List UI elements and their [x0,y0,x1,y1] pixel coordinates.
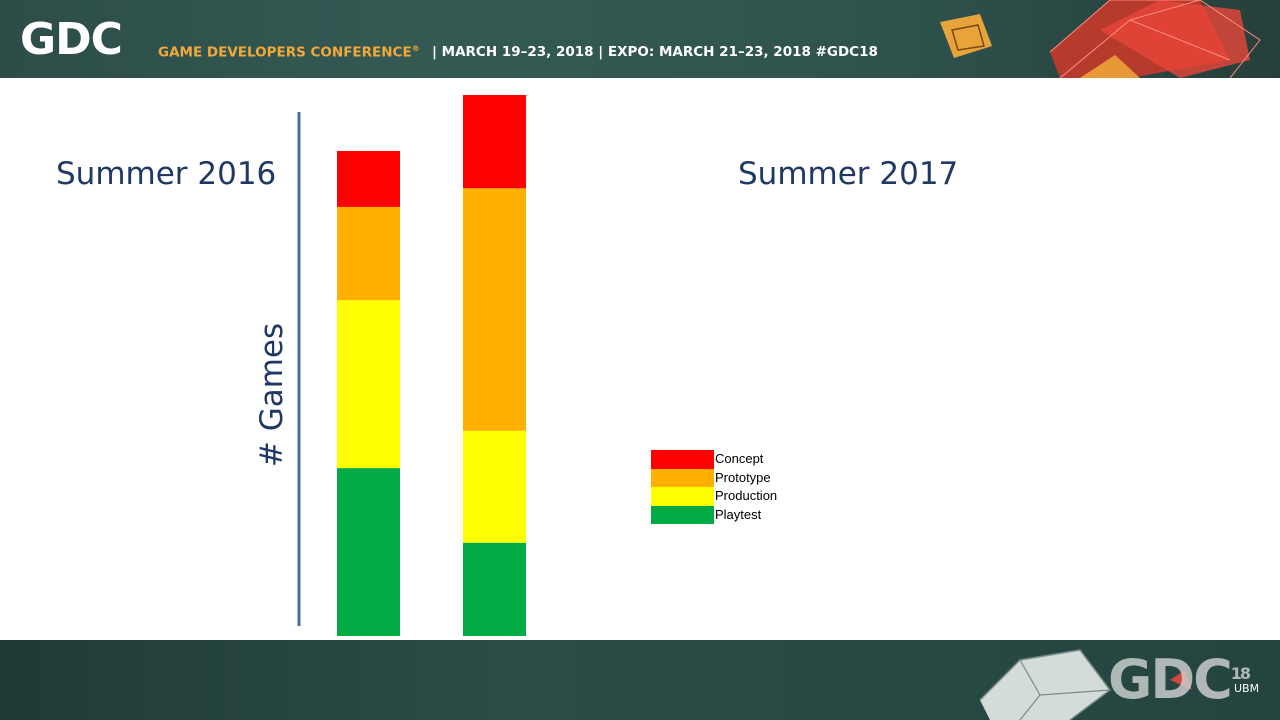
top-banner: GDC GAME DEVELOPERS CONFERENCE® | MARCH … [0,0,1280,78]
legend-item-production: Production [651,487,851,506]
geometric-decoration-bottom [979,649,1192,720]
legend-label-concept: Concept [715,451,764,466]
geometric-decoration [940,0,1261,78]
gdc-logo: GDC [20,14,123,65]
conference-dates: | MARCH 19–23, 2018 | EXPO: MARCH 21–23,… [432,44,878,60]
legend-item-playtest: Playtest [651,505,851,524]
bar-production-2017 [463,430,526,543]
bar-production-2016 [337,300,400,469]
legend-label-prototype: Prototype [715,469,771,485]
bar-concept-2016 [337,150,400,207]
gdc18-logo: GDC18 [1108,648,1251,711]
legend-swatch-playtest [651,505,714,524]
ubm-logo: UBM [1234,682,1260,695]
chart-legend: Concept Prototype Production Playtest [651,450,851,524]
legend-label-production: Production [715,488,778,503]
legend-item-prototype: Prototype [651,468,851,487]
bars-group [337,95,526,636]
bar-playtest-2016 [337,468,400,636]
bar-concept-2017 [463,95,526,189]
bar-prototype-2016 [337,206,400,301]
legend-swatch-prototype [651,468,714,487]
title-summer-2016: Summer 2016 [56,156,277,192]
title-summer-2017: Summer 2017 [738,156,959,192]
legend-label-playtest: Playtest [715,506,762,522]
conference-name: GAME DEVELOPERS CONFERENCE® [158,44,420,61]
legend-item-concept: Concept [651,450,851,469]
bar-prototype-2017 [463,188,526,431]
bottom-banner: GDC18 [0,640,1280,720]
legend-swatch-concept [651,450,714,469]
legend-swatch-production [651,487,714,506]
bar-playtest-2017 [463,542,526,636]
